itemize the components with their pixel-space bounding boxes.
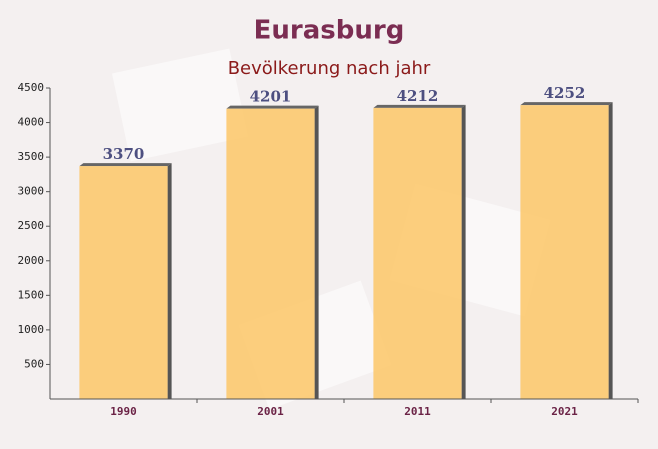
value-label: 4252: [544, 84, 586, 102]
x-tick-label: 2001: [257, 405, 284, 418]
bar-shadow: [314, 105, 319, 400]
value-label: 3370: [103, 145, 145, 163]
bar-shadow: [461, 104, 466, 400]
value-label: 4212: [397, 87, 439, 105]
y-tick-label: 2500: [18, 219, 45, 232]
y-tick-label: 3000: [18, 185, 45, 198]
x-tick-label: 2011: [404, 405, 431, 418]
chart-subtitle: Bevölkerung nach jahr: [228, 58, 431, 79]
decoration: [111, 48, 249, 162]
bar-shadow: [608, 102, 613, 399]
x-tick-label: 1990: [110, 405, 137, 418]
bar-shadow: [167, 163, 172, 399]
bar: [79, 166, 168, 399]
bar: [520, 105, 609, 399]
x-tick-label: 2021: [551, 405, 578, 418]
y-tick-label: 2000: [18, 254, 45, 267]
value-label: 4201: [250, 88, 292, 106]
y-tick-label: 4500: [18, 81, 45, 94]
bar-shadow: [520, 102, 613, 106]
bar: [226, 108, 315, 400]
bar-shadow: [79, 163, 172, 167]
y-tick-label: 1000: [18, 323, 45, 336]
y-tick-label: 4000: [18, 116, 45, 129]
chart-title: Eurasburg: [254, 16, 405, 46]
bar: [373, 107, 462, 400]
y-tick-label: 1500: [18, 288, 45, 301]
bar-shadow: [373, 104, 466, 108]
y-tick-label: 3500: [18, 150, 45, 163]
bar-shadow: [226, 105, 319, 109]
y-tick-label: 500: [24, 357, 44, 370]
